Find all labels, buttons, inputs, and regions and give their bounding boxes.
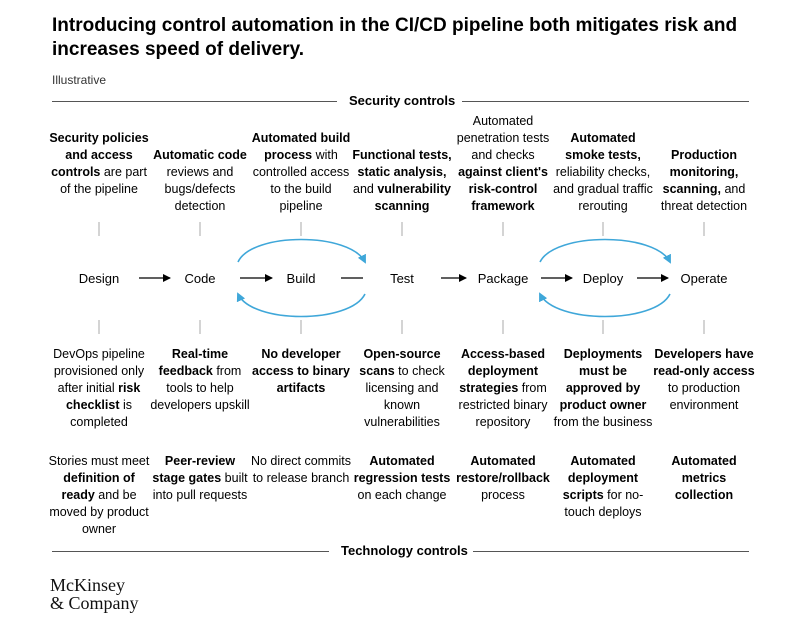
bold-text: Automatic code xyxy=(153,148,247,162)
tech-control-deploy-2: Automated deployment scripts for no-touc… xyxy=(551,453,655,521)
tech-control-code-1: Real-time feedback from tools to help de… xyxy=(148,346,252,414)
text: and xyxy=(353,182,378,196)
tech-control-package-1: Access-based deployment strategies from … xyxy=(451,346,555,431)
bold-text: against client's risk-control framework xyxy=(458,165,548,213)
tech-control-code-2: Peer-review stage gates built into pull … xyxy=(148,453,252,504)
stage-deploy: Deploy xyxy=(582,271,624,286)
stage-package: Package xyxy=(477,271,529,286)
bold-text: Automated restore/rollback xyxy=(456,454,550,485)
technology-controls-label: Technology controls xyxy=(336,543,473,558)
text: built into pull requests xyxy=(152,471,248,502)
bold-text: Automated smoke tests, xyxy=(565,131,641,162)
build-loop xyxy=(236,238,366,318)
tech-control-build-1: No developer access to binary artifacts xyxy=(249,346,353,397)
stage-code: Code xyxy=(184,271,216,286)
stage-build: Build xyxy=(286,271,316,286)
tech-control-design-1: DevOps pipeline provisioned only after i… xyxy=(47,346,151,431)
text: Stories must meet xyxy=(48,454,150,468)
build-loop-bottom xyxy=(236,292,366,318)
text: from restricted binary repository xyxy=(458,381,548,429)
text: on each change xyxy=(357,488,447,502)
lower-ticks xyxy=(98,320,705,334)
tech-control-build-2: No direct commits to release branch xyxy=(249,453,353,487)
security-control-deploy: Automated smoke tests, reliability check… xyxy=(551,130,655,215)
bold-text: Peer-review stage gates xyxy=(152,454,236,485)
logo-line-2: & Company xyxy=(50,593,139,613)
bold-text: risk checklist xyxy=(65,381,141,412)
text: Automated penetration tests and checks xyxy=(456,114,550,162)
text: and be moved by product owner xyxy=(49,488,149,536)
security-rule-right xyxy=(462,101,749,102)
tech-control-operate-1: Developers have read-only access to prod… xyxy=(652,346,756,414)
deploy-loop-bottom xyxy=(539,292,671,318)
bold-text: Automated regression tests xyxy=(353,454,451,485)
tech-control-design-2: Stories must meet definition of ready an… xyxy=(47,453,151,538)
security-control-build: Automated build process with controlled … xyxy=(249,130,353,215)
tech-control-test-1: Open-source scans to check licensing and… xyxy=(350,346,454,431)
text: reliability checks, and gradual traffic … xyxy=(553,165,653,213)
text: No direct commits to release branch xyxy=(250,454,352,485)
bold-text: Access-based deployment strategies xyxy=(459,347,546,395)
bold-text: Security policies and access controls xyxy=(49,131,149,179)
text: to check licensing and known vulnerabili… xyxy=(364,364,445,429)
bold-text: Production monitoring, scanning, xyxy=(662,148,739,196)
bold-text: Automated metrics collection xyxy=(671,454,737,502)
text: DevOps pipeline provisioned only after i… xyxy=(53,347,145,395)
bold-text: Developers have read-only access xyxy=(653,347,755,378)
bold-text: No developer access to binary artifacts xyxy=(252,347,350,395)
text: from the business xyxy=(553,415,653,429)
security-control-test: Functional tests, static analysis, and v… xyxy=(350,147,454,215)
subtitle: Illustrative xyxy=(52,73,107,87)
upper-ticks xyxy=(98,222,705,236)
text: reviews and bugs/defects detection xyxy=(164,165,236,213)
text: is completed xyxy=(70,398,132,429)
security-control-code: Automatic code reviews and bugs/defects … xyxy=(148,147,252,215)
tech-control-deploy-1: Deployments must be approved by product … xyxy=(551,346,655,431)
deploy-loop-top xyxy=(539,238,671,264)
tech-control-operate-2: Automated metrics collection xyxy=(652,453,756,504)
bold-text: Automated deployment scripts xyxy=(562,454,639,502)
text: to production environment xyxy=(667,381,741,412)
mckinsey-logo: McKinsey & Company xyxy=(50,576,139,612)
security-control-package: Automated penetration tests and checks a… xyxy=(451,113,555,215)
build-loop-top xyxy=(237,238,366,264)
bold-text: Deployments must be approved by product … xyxy=(559,347,647,412)
text: process xyxy=(481,488,525,502)
text: and threat detection xyxy=(660,182,748,213)
logo-line-1: McKinsey xyxy=(50,575,125,595)
stage-operate: Operate xyxy=(680,271,728,286)
security-rule-left xyxy=(52,101,337,102)
security-control-design: Security policies and access controls ar… xyxy=(47,130,151,198)
bold-text: definition of ready xyxy=(61,471,135,502)
security-controls-label: Security controls xyxy=(344,93,461,108)
bold-text: Open-source scans xyxy=(359,347,441,378)
page-title: Introducing control automation in the CI… xyxy=(52,15,738,60)
text: for no-touch deploys xyxy=(564,488,644,519)
bold-text: Functional tests, static analysis, xyxy=(352,148,452,179)
tech-control-package-2: Automated restore/rollback process xyxy=(451,453,555,504)
security-control-operate: Production monitoring, scanning, and thr… xyxy=(652,147,756,215)
technology-rule-right xyxy=(470,551,749,552)
bold-text: vulnerability scanning xyxy=(374,182,451,213)
technology-rule-left xyxy=(52,551,329,552)
bold-text: Automated build process xyxy=(251,131,351,162)
text: with controlled access to the build pipe… xyxy=(252,148,350,213)
tech-control-test-2: Automated regression tests on each chang… xyxy=(350,453,454,504)
bold-text: Real-time feedback xyxy=(158,347,229,378)
text: from tools to help developers upskill xyxy=(150,364,250,412)
deploy-loop xyxy=(539,238,671,318)
text: are part of the pipeline xyxy=(60,165,147,196)
stage-test: Test xyxy=(390,271,414,286)
stage-design: Design xyxy=(78,271,120,286)
